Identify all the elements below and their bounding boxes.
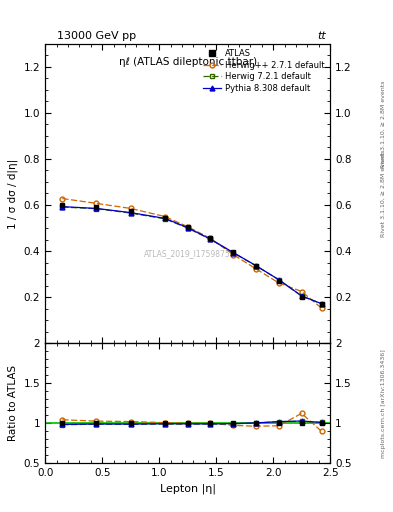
Y-axis label: 1 / σ dσ / d|η|: 1 / σ dσ / d|η|	[7, 158, 18, 228]
Y-axis label: Ratio to ATLAS: Ratio to ATLAS	[8, 366, 18, 441]
Text: Rivet 3.1.10, ≥ 2.8M events: Rivet 3.1.10, ≥ 2.8M events	[381, 150, 386, 237]
Text: mcplots.cern.ch [arXiv:1306.3436]: mcplots.cern.ch [arXiv:1306.3436]	[381, 349, 386, 458]
Text: tt: tt	[318, 31, 326, 41]
Legend: ATLAS, Herwig++ 2.7.1 default, Herwig 7.2.1 default, Pythia 8.308 default: ATLAS, Herwig++ 2.7.1 default, Herwig 7.…	[201, 48, 326, 95]
Text: ηℓ (ATLAS dileptonic ttbar): ηℓ (ATLAS dileptonic ttbar)	[119, 57, 257, 67]
Text: ATLAS_2019_I1759875: ATLAS_2019_I1759875	[144, 249, 231, 258]
X-axis label: Lepton |η|: Lepton |η|	[160, 484, 216, 494]
Text: 13000 GeV pp: 13000 GeV pp	[57, 31, 136, 41]
Text: Rivet 3.1.10, ≥ 2.8M events: Rivet 3.1.10, ≥ 2.8M events	[381, 80, 386, 168]
